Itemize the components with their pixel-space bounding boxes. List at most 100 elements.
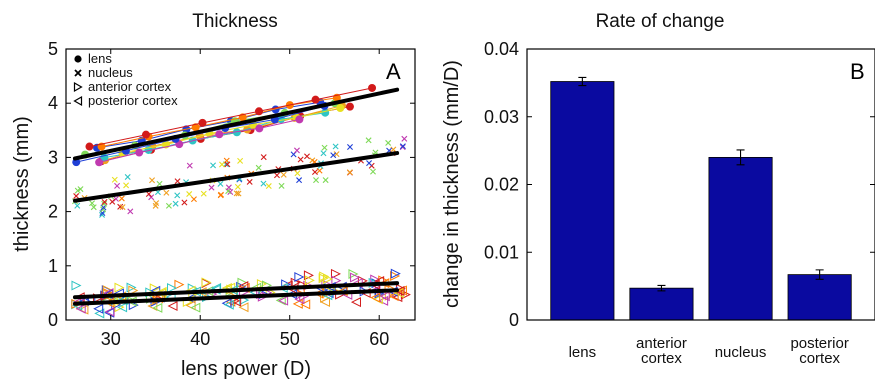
posterior-cortex-point [152,302,163,313]
posterior-cortex-point [238,302,249,313]
posterior-cortex-point [117,302,128,313]
posterior-cortex-point [350,297,361,308]
nucleus-point [330,152,337,159]
error-bar [578,76,587,87]
nucleus-point [153,200,160,207]
legend-label: nucleus [88,65,133,80]
legend-circle-marker [74,55,82,63]
error-bar [657,284,666,292]
nucleus-point [260,154,267,161]
chart-b-y-ticks: 0 0.01 0.02 0.03 0.04 [484,39,875,330]
posterior-cortex-point [394,285,405,296]
nucleus-point [313,177,320,184]
bar-lens [550,81,615,321]
nucleus-point [225,184,232,191]
nucleus-point [210,162,217,169]
chart-a-plot-frame [65,48,416,321]
legend-item-anterior-cortex: anterior cortex [73,79,172,94]
legend-item-lens: lens [74,51,112,66]
nucleus-point [246,178,253,185]
lens-point [368,83,377,92]
posterior-cortex-point [379,291,390,302]
nucleus-point [112,195,119,202]
nucleus-point [174,192,181,199]
chart-b-y-tick-label: 0 [509,310,519,330]
chart-b-panel-letter: B [850,59,865,84]
posterior-cortex-point [104,306,115,317]
anterior-cortex-point [128,285,139,296]
nucleus-point [332,143,339,150]
nucleus-point [237,157,244,164]
nucleus-point [224,161,231,168]
nucleus-point [304,153,310,160]
anterior-cortex-point [304,275,315,286]
nucleus-point [366,160,373,167]
nucleus-point [163,189,170,196]
nucleus-point [74,202,81,209]
anterior-cortex-point [201,277,212,288]
nucleus-point [273,172,280,179]
fit-line-posterior-cortex [72,288,400,306]
thickness-chart: Thickness 30 40 50 60 0 1 2 3 4 5 lens power (D)… [11,11,416,380]
anterior-cortex-point [167,283,178,294]
legend-item-nucleus: nucleus [74,65,133,80]
nucleus-series-points [72,135,408,218]
legend-label: lens [88,51,112,66]
nucleus-point [320,150,327,157]
posterior-cortex-point [275,295,286,306]
nucleus-point [390,146,397,153]
posterior-cortex-point [300,299,311,310]
nucleus-point [296,177,303,184]
posterior-cortex-point [319,296,331,307]
category-label: anterior cortex [636,335,687,367]
nucleus-point [114,182,121,189]
nucleus-point [399,143,406,150]
chart-a-panel-letter: A [386,59,401,84]
chart-b-y-tick-label: 0.04 [484,39,519,59]
nucleus-point [255,164,262,171]
nucleus-point [186,162,193,169]
lens-subject-line [122,107,341,154]
nucleus-point [101,198,108,205]
nucleus-point [280,171,287,178]
nucleus-point [181,199,188,206]
nucleus-point [297,156,304,163]
chart-a-x-tick-label: 40 [190,329,210,349]
lens-subject-line [89,87,373,148]
nucleus-point [347,144,353,151]
anterior-cortex-point [114,282,125,293]
nucleus-point [148,194,155,201]
nucleus-point [365,137,372,144]
anterior-cortex-point [331,275,342,286]
nucleus-point [260,180,267,187]
nucleus-point [99,211,106,218]
fit-line-lens [72,87,400,161]
nucleus-point [278,182,285,189]
legend-triangle-right-marker [73,81,83,93]
chart-a-x-ticks: 30 40 50 60 [101,49,389,349]
nucleus-point [293,147,300,154]
nucleus-point [333,151,340,158]
nucleus-point [124,174,131,180]
legend-triangle-left-marker [73,95,83,107]
nucleus-point [208,184,215,191]
chart-b-bars [550,76,852,321]
chart-a-x-tick-label: 60 [369,329,389,349]
fit-line-nucleus [72,151,400,203]
nucleus-point [321,144,328,151]
nucleus-point [165,202,172,209]
chart-b-category-labels: lens anterior cortex nucleus posterior cortex [569,335,849,367]
nucleus-point [119,204,126,211]
nucleus-point [233,190,240,197]
nucleus-point [370,168,377,175]
nucleus-point [109,198,116,205]
nucleus-point [73,193,80,200]
nucleus-point [90,204,97,211]
nucleus-point [145,191,152,197]
nucleus-point [294,170,301,177]
fit-line-anterior-cortex [72,281,400,300]
anterior-cortex-point [390,270,401,281]
anterior-cortex-point [256,279,267,290]
